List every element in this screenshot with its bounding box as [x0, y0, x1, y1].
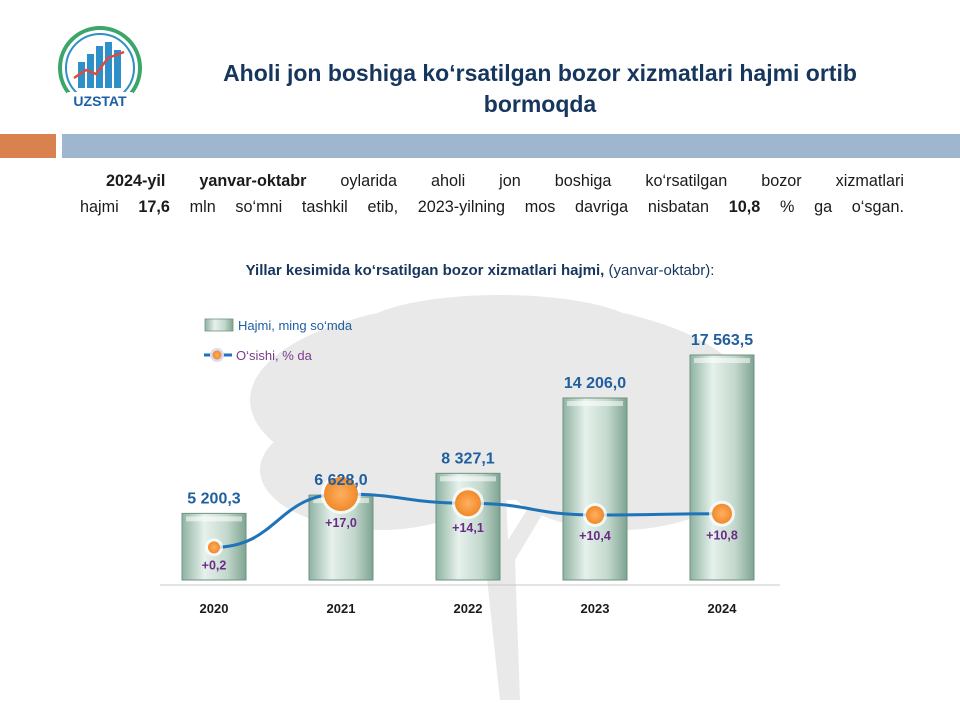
page-title-line2: bormoqda — [483, 91, 597, 117]
bar-value-label: 17 563,5 — [691, 332, 753, 349]
lead-line2: hajmi 17,6 mln so‘mni tashkil etib, 2023… — [80, 194, 904, 220]
logo-bar — [78, 62, 85, 88]
legend-bar-label: Hajmi, ming so‘mda — [238, 318, 353, 333]
logo-bar — [96, 46, 103, 88]
page-title: Aholi jon boshiga ko‘rsatilgan bozor xiz… — [160, 58, 920, 120]
lead-text2c: % ga o‘sgan. — [760, 198, 904, 216]
growth-value-label: +10,4 — [579, 529, 611, 543]
bar-highlight — [694, 358, 750, 363]
growth-marker — [324, 477, 358, 511]
bar-value-label: 14 206,0 — [564, 375, 626, 392]
growth-value-label: +17,0 — [325, 516, 357, 530]
lead-value-growth: 10,8 — [728, 198, 761, 216]
growth-marker — [455, 490, 481, 517]
uzstat-logo: UZSTAT — [58, 26, 142, 110]
x-tick-label: 2024 — [708, 601, 738, 616]
legend-bar-swatch — [204, 318, 234, 332]
tree-crown-top — [360, 295, 640, 365]
lead-value-volume: 17,6 — [138, 198, 170, 216]
lead-line1: 2024-yil yanvar-oktabr oylarida aholi jo… — [80, 168, 904, 194]
legend-marker — [212, 350, 222, 360]
x-tick-label: 2022 — [454, 601, 483, 616]
bar-highlight — [440, 476, 496, 482]
growth-marker — [712, 503, 732, 524]
page-title-line1: Aholi jon boshiga ko‘rsatilgan bozor xiz… — [223, 60, 857, 86]
chart-title-period: (yanvar-oktabr): — [604, 262, 715, 279]
accent-band-orange — [0, 134, 56, 158]
logo-text: UZSTAT — [73, 93, 127, 109]
bar-2023 — [562, 397, 628, 581]
growth-value-label: +14,1 — [452, 521, 484, 535]
legend: Hajmi, ming so‘mda O‘sishi, % da — [204, 318, 353, 363]
x-tick-label: 2021 — [327, 601, 356, 616]
logo-bar — [114, 50, 121, 88]
bar-value-label: 6 628,0 — [314, 472, 367, 489]
growth-value-label: +0,2 — [202, 558, 227, 572]
x-tick-label: 2020 — [200, 601, 229, 616]
logo-bar — [105, 42, 112, 88]
lead-text1: oylarida aholi jon boshiga ko‘rsatilgan … — [306, 172, 904, 190]
bar-value-label: 5 200,3 — [187, 490, 240, 507]
lead-paragraph: 2024-yil yanvar-oktabr oylarida aholi jo… — [80, 168, 904, 220]
chart-title-main: Yillar kesimida ko‘rsatilgan bozor xizma… — [245, 262, 605, 279]
bar-highlight — [186, 516, 242, 522]
lead-text2a: hajmi — [80, 198, 139, 216]
lead-period: 2024-yil yanvar-oktabr — [106, 172, 307, 190]
x-tick-label: 2023 — [581, 601, 610, 616]
bar-2024 — [689, 354, 755, 581]
bar-value-label: 8 327,1 — [441, 450, 494, 467]
accent-band-blue — [62, 134, 960, 158]
logo-text-bg — [66, 92, 134, 110]
legend-line-label: O‘sishi, % da — [236, 348, 313, 363]
logo-trend-line — [73, 50, 125, 80]
bar-highlight — [567, 401, 623, 407]
chart-title: Yillar kesimida ko‘rsatilgan bozor xizma… — [100, 262, 860, 279]
growth-marker — [586, 505, 604, 524]
growth-value-label: +10,8 — [706, 529, 738, 543]
growth-marker — [208, 541, 220, 554]
lead-text2b: mln so‘mni tashkil etib, 2023-yilning mo… — [169, 198, 729, 216]
